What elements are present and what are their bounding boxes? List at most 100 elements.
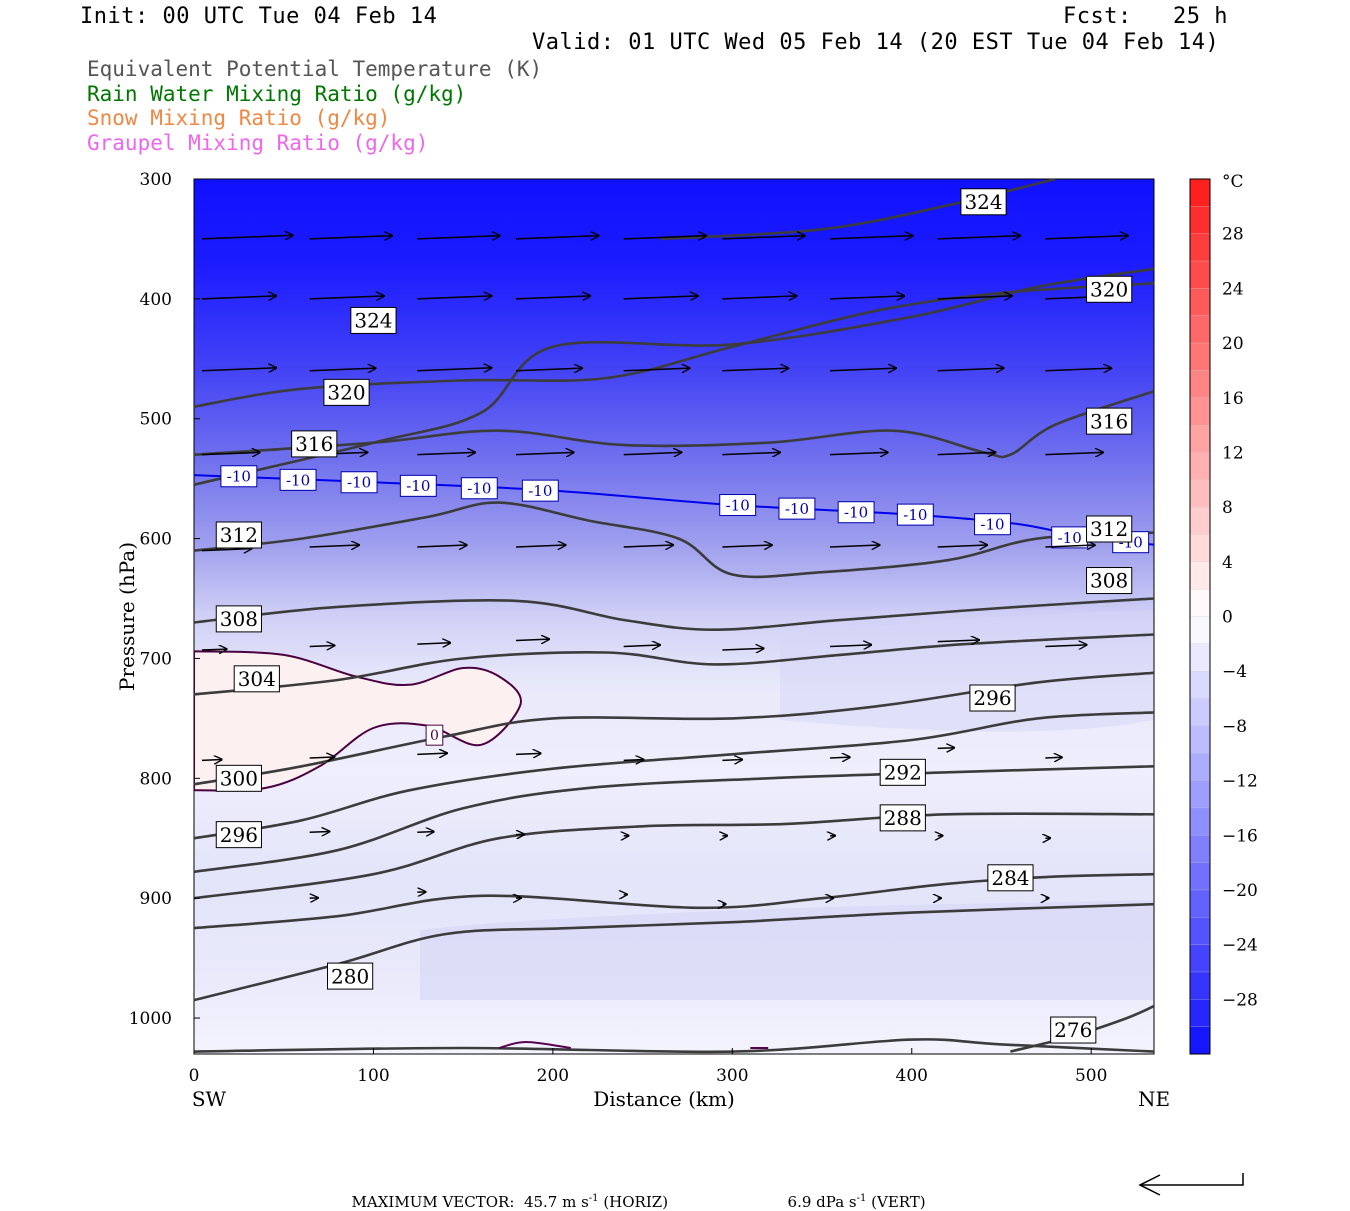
- isotherm-label-8: -10: [844, 504, 868, 522]
- colorbar-tick-24: 24: [1222, 279, 1244, 299]
- colorbar-tick-28: 28: [1222, 225, 1244, 245]
- colorbar-band-11: [1190, 480, 1210, 508]
- wind-vector-60: [830, 757, 850, 758]
- theta-e-label-316-1: 316: [1090, 409, 1128, 433]
- colorbar-tick-−20: −20: [1222, 881, 1258, 901]
- wind-vector-45: [202, 649, 227, 650]
- footer-max-vector: MAXIMUM VECTOR: 45.7 m s-1 (HORIZ): [342, 1175, 668, 1211]
- colorbar-band-21: [1190, 753, 1210, 781]
- colorbar-band-9: [1190, 425, 1210, 453]
- colorbar-band-28: [1190, 945, 1210, 973]
- colorbar-band-22: [1190, 781, 1210, 809]
- x-tick-label-200: 200: [537, 1066, 569, 1086]
- colorbar-band-27: [1190, 917, 1210, 945]
- colorbar-tick-−16: −16: [1222, 826, 1258, 846]
- isotherm-label-7: -10: [785, 500, 809, 518]
- theta-e-label-292-0: 292: [884, 761, 922, 785]
- y-tick-label-900: 900: [140, 889, 172, 909]
- wind-vector-61: [938, 748, 955, 749]
- wind-vector-46: [310, 645, 335, 646]
- colorbar-tick-4: 4: [1222, 553, 1233, 573]
- colorbar-tick-−12: −12: [1222, 772, 1258, 792]
- colorbar-band-24: [1190, 835, 1210, 863]
- x-end-left-label: SW: [192, 1087, 227, 1111]
- colorbar-band-14: [1190, 562, 1210, 590]
- colorbar-band-10: [1190, 452, 1210, 480]
- colorbar-band-12: [1190, 507, 1210, 535]
- colorbar-band-4: [1190, 288, 1210, 316]
- x-tick-label-400: 400: [896, 1066, 928, 1086]
- wind-vector-57: [516, 753, 541, 754]
- colorbar-band-2: [1190, 234, 1210, 262]
- colorbar-tick-20: 20: [1222, 334, 1244, 354]
- footer-max-vector-label: MAXIMUM VECTOR:: [352, 1193, 515, 1211]
- y-axis-title: Pressure (hPa): [115, 542, 139, 691]
- colorbar-band-23: [1190, 808, 1210, 836]
- theta-e-label-300-0: 300: [220, 767, 258, 791]
- x-tick-label-300: 300: [716, 1066, 748, 1086]
- colorbar-tick-12: 12: [1222, 443, 1244, 463]
- theta-e-label-324-0: 324: [354, 309, 392, 333]
- colorbar-tick-0: 0: [1222, 608, 1233, 628]
- y-tick-label-1000: 1000: [129, 1009, 172, 1029]
- footer-vert-exp: -1: [857, 1193, 867, 1204]
- colorbar-tick-−8: −8: [1222, 717, 1247, 737]
- colorbar-band-18: [1190, 671, 1210, 699]
- wind-vector-62: [1045, 757, 1062, 758]
- theta-e-label-312-0: 312: [220, 523, 258, 547]
- isotherm-label-4: -10: [467, 480, 491, 498]
- colorbar-band-13: [1190, 534, 1210, 562]
- x-tick-label-500: 500: [1075, 1066, 1107, 1086]
- wind-vector-63: [310, 831, 330, 832]
- colorbar-band-15: [1190, 589, 1210, 617]
- wind-vector-59: [722, 760, 742, 761]
- colorbar-band-8: [1190, 398, 1210, 426]
- x-end-right-label: NE: [1138, 1087, 1170, 1111]
- colorbar-band-16: [1190, 617, 1210, 645]
- footer-vert-unit: (VERT): [871, 1193, 926, 1211]
- x-axis-title: Distance (km): [593, 1087, 735, 1111]
- colorbar-band-29: [1190, 972, 1210, 1000]
- theta-e-label-304-0: 304: [238, 667, 276, 691]
- theta-e-label-308-1: 308: [1090, 569, 1128, 593]
- vector-key: [1140, 1173, 1243, 1195]
- colorbar-tick-−4: −4: [1222, 662, 1247, 682]
- theta-e-label-284-0: 284: [991, 866, 1029, 890]
- theta-e-label-276-0: 276: [1054, 1018, 1092, 1042]
- isotherm-label-2: -10: [347, 474, 371, 492]
- footer-horiz-exp: -1: [589, 1193, 599, 1204]
- colorbar-unit: °C: [1222, 172, 1244, 192]
- y-tick-label-300: 300: [140, 170, 172, 190]
- footer-horiz-unit: (HORIZ): [603, 1193, 668, 1211]
- footer-vert-value: 6.9 dPa s: [788, 1193, 857, 1211]
- colorbar-tick-−28: −28: [1222, 990, 1258, 1010]
- theta-e-label-312-1: 312: [1090, 517, 1128, 541]
- theta-e-label-296-0: 296: [220, 823, 258, 847]
- isotherm-label-11: -10: [1058, 529, 1082, 547]
- isotherm-label-6: -10: [726, 496, 750, 514]
- y-tick-label-800: 800: [140, 769, 172, 789]
- colorbar-band-30: [1190, 999, 1210, 1027]
- theta-e-label-320-0: 320: [327, 381, 365, 405]
- colorbar-band-20: [1190, 726, 1210, 754]
- footer-horiz-value: 45.7 m s: [524, 1193, 589, 1211]
- theta-e-label-288-0: 288: [884, 806, 922, 830]
- wind-vector-64: [417, 832, 434, 833]
- y-tick-label-600: 600: [140, 530, 172, 550]
- wind-vector-55: [310, 757, 335, 758]
- wind-vector-58: [624, 760, 644, 761]
- colorbar-band-19: [1190, 699, 1210, 727]
- y-tick-label-700: 700: [140, 649, 172, 669]
- isotherm-label-5: -10: [528, 482, 552, 500]
- isotherm-label-1: -10: [286, 471, 310, 489]
- x-tick-label-0: 0: [189, 1066, 200, 1086]
- colorbar-band-25: [1190, 863, 1210, 891]
- isotherm-label-3: -10: [406, 477, 430, 495]
- vector-key-arrow: [1140, 1173, 1243, 1185]
- y-tick-label-400: 400: [140, 290, 172, 310]
- colorbar-band-5: [1190, 316, 1210, 344]
- colorbar-band-3: [1190, 261, 1210, 289]
- colorbar-band-26: [1190, 890, 1210, 918]
- colorbar-band-0: [1190, 179, 1210, 207]
